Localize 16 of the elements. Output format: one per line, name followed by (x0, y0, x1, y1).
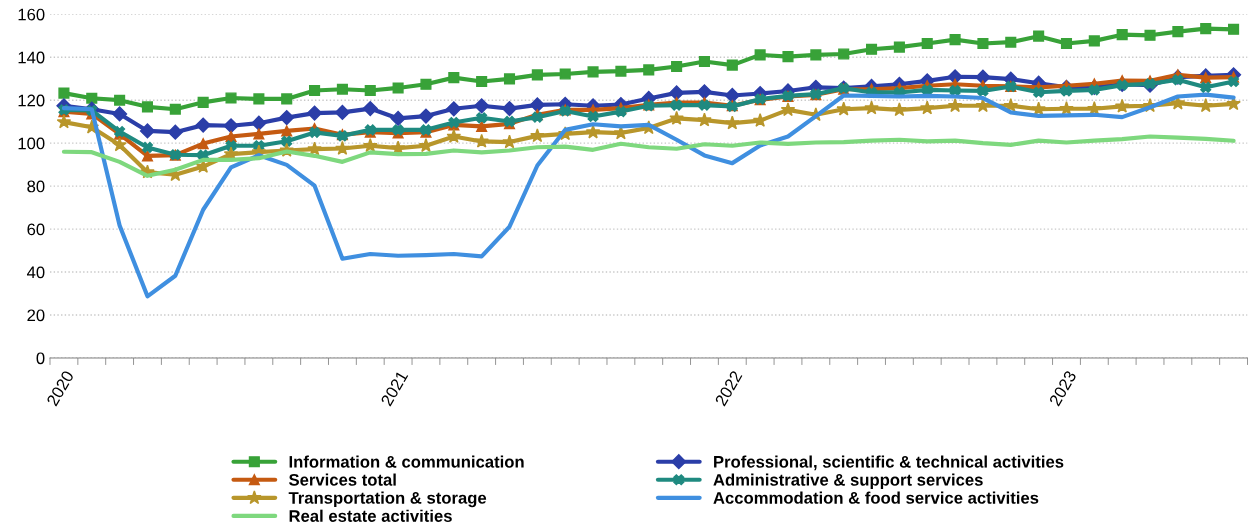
y-tick-label: 40 (26, 266, 45, 279)
legend-label: Accommodation & food service activities (713, 491, 1039, 504)
legend-label: Real estate activities (289, 509, 452, 522)
legend-label: Professional, scientific & technical activities (714, 455, 1064, 471)
y-tick-label: 120 (18, 94, 45, 107)
y-tick-label: 60 (27, 223, 45, 236)
y-tick-label: 0 (36, 352, 45, 365)
legend-label: Services total (289, 473, 396, 486)
y-tick-label: 160 (18, 8, 45, 21)
y-tick-label: 100 (18, 137, 45, 150)
y-tick-label: 20 (27, 309, 45, 322)
legend-label: Administrative & support services (713, 473, 983, 490)
legend-label: Information & communication (289, 455, 524, 468)
legend-label: Transportation & storage (288, 491, 487, 508)
y-tick-label: 80 (27, 180, 45, 193)
y-tick-label: 140 (18, 51, 45, 64)
